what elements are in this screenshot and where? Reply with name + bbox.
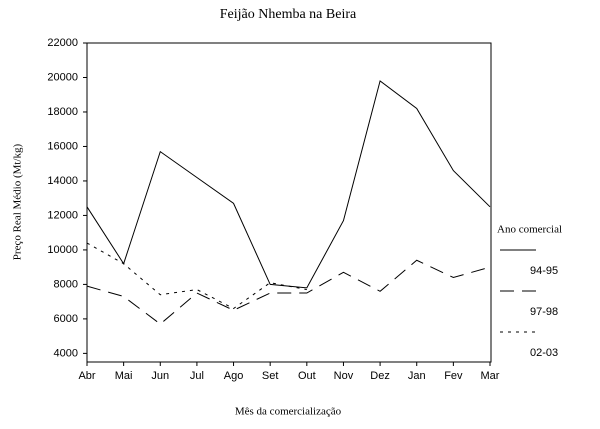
plot-frame <box>86 42 492 363</box>
series-line <box>86 242 307 310</box>
x-tick-label: Dez <box>370 370 390 382</box>
x-tick-label: Set <box>262 370 279 382</box>
x-tick-label: Out <box>298 370 316 382</box>
y-tick-label: 14000 <box>47 175 78 187</box>
y-tick-label: 12000 <box>47 209 78 221</box>
y-tick-label: 4000 <box>54 347 78 359</box>
x-tick-label: Ago <box>224 370 244 382</box>
y-tick-label: 10000 <box>47 244 78 256</box>
y-tick-label: 18000 <box>47 106 78 118</box>
y-axis-label: Preço Real Médio (Mt/kg) <box>12 143 24 260</box>
x-tick-label: Nov <box>334 370 354 382</box>
y-tick-label: 16000 <box>47 140 78 152</box>
chart-title: Feijão Nhemba na Beira <box>220 7 357 22</box>
x-tick-label: Jan <box>408 370 426 382</box>
legend-label: 94-95 <box>530 265 558 277</box>
x-tick-label: Mar <box>481 370 500 382</box>
y-tick-label: 22000 <box>47 37 78 49</box>
x-tick-label: Jun <box>151 370 169 382</box>
y-tick-label: 8000 <box>54 278 78 290</box>
x-tick-label: Fev <box>444 370 463 382</box>
legend-label: 02-03 <box>530 347 558 359</box>
legend-title: Ano comercial <box>497 224 562 236</box>
legend-label: 97-98 <box>530 306 558 318</box>
x-tick-label: Mai <box>115 370 133 382</box>
x-axis-label: Mês da comercialização <box>235 406 342 418</box>
series-line <box>86 80 491 289</box>
y-tick-label: 6000 <box>54 313 78 325</box>
x-tick-label: Jul <box>190 370 204 382</box>
y-tick-label: 20000 <box>47 71 78 83</box>
series-line <box>86 259 491 325</box>
x-tick-label: Abr <box>78 370 95 382</box>
